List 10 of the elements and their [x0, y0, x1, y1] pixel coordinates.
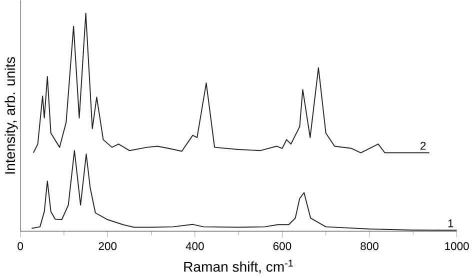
x-tick-label: 0 [18, 242, 24, 250]
x-tick-label: 200 [98, 242, 117, 250]
series-label: 1 [448, 219, 454, 228]
series-label: 2 [420, 142, 426, 150]
y-axis-title: Intensity, arb. units [4, 57, 18, 174]
x-tick-label: 800 [360, 242, 378, 250]
x-tick-label: 400 [186, 242, 204, 250]
x-axis-title: Raman shift, cm$^{-1}$ [184, 260, 293, 274]
x-tick-label: 1000 [445, 242, 469, 250]
x-tick-label: 600 [273, 242, 292, 250]
